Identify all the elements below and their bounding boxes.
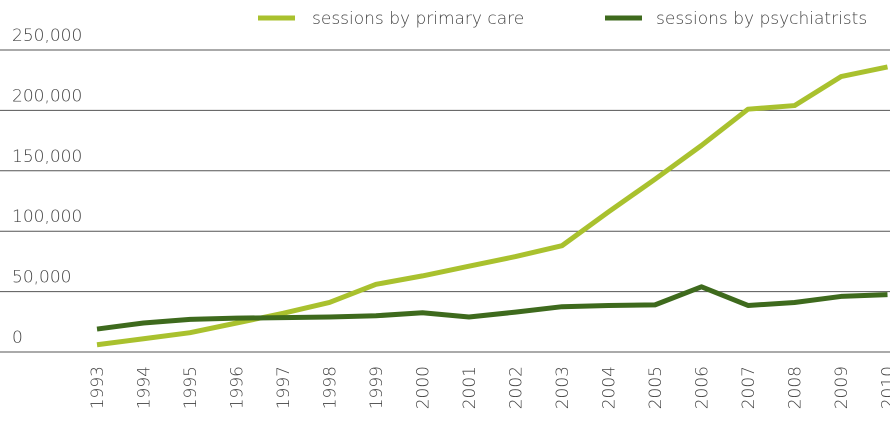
x-tick-label: 2005 [646,366,666,409]
y-tick-label: 150,000 [12,147,82,167]
y-tick-label: 200,000 [12,86,82,106]
y-tick-label: 0 [12,328,23,348]
x-tick-label: 1999 [367,366,387,409]
series-line [96,64,889,348]
x-tick-label: 2009 [832,366,852,409]
series-line [96,284,888,332]
y-tick-label: 100,000 [12,207,82,227]
x-tick-label: 2000 [414,366,434,409]
x-tick-label: 2001 [460,366,480,409]
x-tick-label: 1998 [321,366,341,409]
x-tick-label: 2006 [693,366,713,409]
x-tick-label: 2007 [739,366,759,409]
x-tick-label: 2010 [879,366,890,409]
legend-label: sessions by primary care [312,9,524,29]
x-tick-label: 1994 [135,366,155,409]
x-tick-label: 1995 [181,366,201,409]
x-tick-label: 1996 [228,366,248,409]
legend-label: sessions by psychiatrists [656,9,867,29]
x-tick-label: 2003 [553,366,573,409]
y-tick-label: 50,000 [12,268,71,288]
x-tick-label: 2002 [507,366,527,409]
x-tick-label: 1997 [274,366,294,409]
x-tick-label: 2004 [600,366,620,409]
x-tick-label: 1993 [88,366,108,409]
y-tick-label: 250,000 [12,26,82,46]
x-tick-label: 2008 [786,366,806,409]
